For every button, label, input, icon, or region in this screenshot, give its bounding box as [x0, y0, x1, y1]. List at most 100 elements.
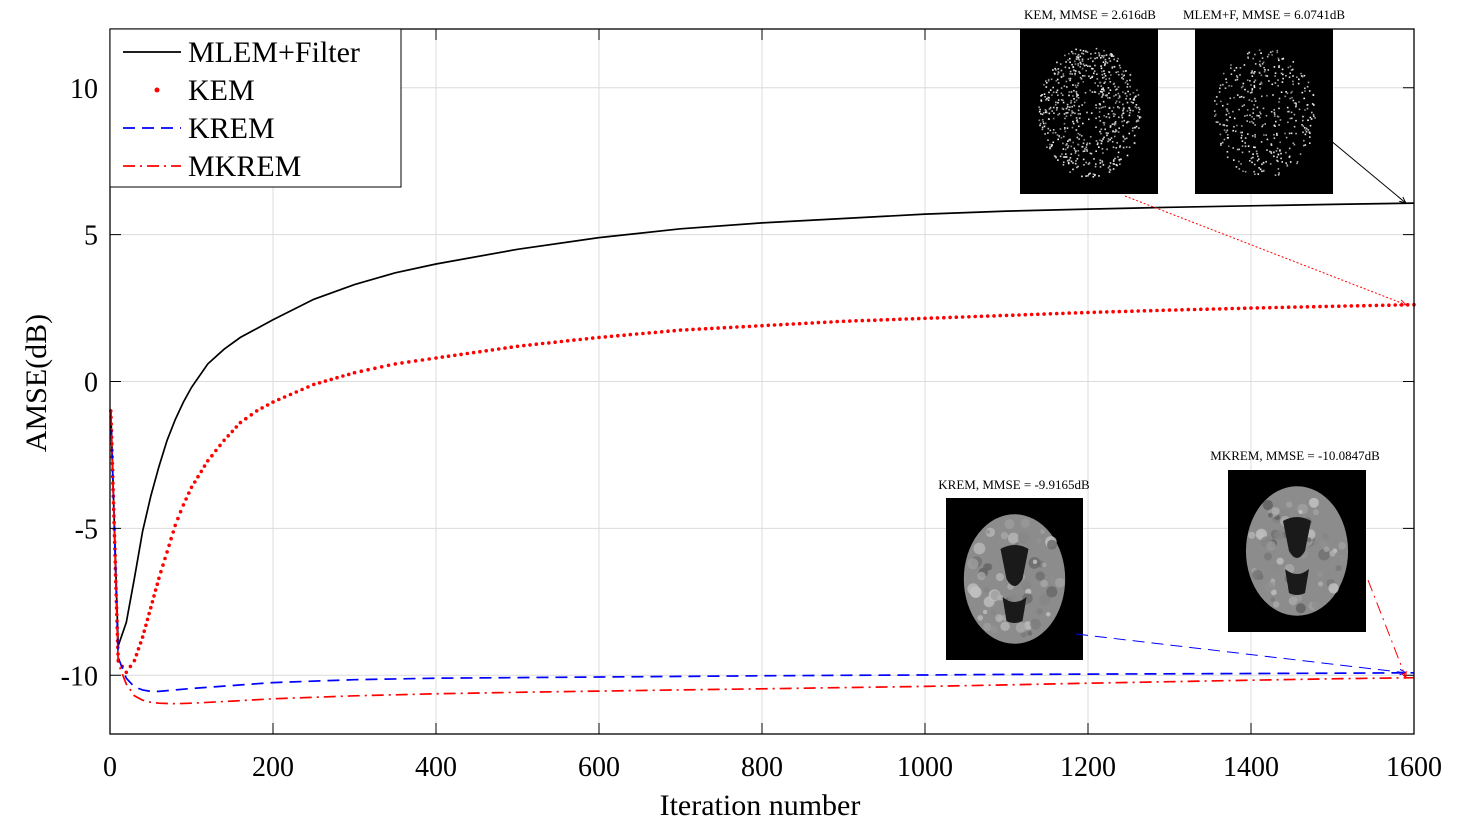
noise-speck: [1215, 96, 1218, 98]
kem-point: [196, 474, 200, 479]
noise-speck: [1100, 132, 1102, 135]
noise-speck: [1280, 72, 1283, 75]
noise-speck: [1282, 73, 1284, 76]
noise-speck: [1114, 85, 1116, 88]
noise-speck: [1277, 57, 1280, 60]
noise-speck: [1052, 69, 1054, 71]
noise-speck: [1109, 60, 1112, 62]
kem-point: [453, 353, 457, 358]
noise-speck: [1099, 166, 1102, 168]
noise-speck: [1092, 60, 1094, 63]
noise-speck: [1055, 156, 1057, 159]
noise-speck: [1113, 115, 1115, 118]
tissue-texture: [1317, 571, 1323, 577]
noise-speck: [1273, 155, 1275, 158]
kem-point: [1286, 305, 1291, 310]
noise-speck: [1262, 161, 1265, 164]
noise-speck: [1122, 146, 1125, 149]
noise-speck: [1082, 63, 1085, 65]
noise-speck: [1267, 69, 1270, 71]
noise-speck: [1225, 113, 1228, 116]
noise-speck: [1075, 160, 1077, 162]
noise-speck: [1115, 100, 1118, 102]
noise-speck: [1217, 121, 1219, 123]
noise-speck: [1271, 50, 1274, 53]
noise-speck: [1306, 104, 1309, 106]
noise-speck: [1113, 58, 1115, 61]
kem-point: [948, 315, 952, 320]
kem-point: [1224, 306, 1228, 311]
kem-point: [496, 347, 501, 351]
noise-speck: [1071, 73, 1073, 75]
noise-speck: [1262, 61, 1265, 64]
noise-speck: [1221, 141, 1224, 144]
noise-speck: [1054, 131, 1057, 134]
noise-speck: [1085, 161, 1087, 164]
noise-speck: [1300, 72, 1302, 75]
noise-speck: [1302, 125, 1305, 127]
kem-point: [797, 321, 802, 326]
kem-point: [393, 362, 398, 366]
noise-speck: [1099, 81, 1102, 84]
tissue-texture: [977, 571, 986, 581]
kem-point: [910, 317, 915, 321]
kem-point: [1029, 312, 1034, 317]
noise-speck: [1039, 108, 1041, 111]
noise-speck: [1084, 92, 1087, 94]
kem-point: [578, 337, 582, 342]
noise-speck: [1137, 94, 1140, 96]
noise-speck: [1063, 113, 1066, 115]
noise-speck: [1298, 78, 1300, 81]
kem-point: [1117, 309, 1122, 314]
kem-point: [249, 413, 254, 417]
noise-speck: [1074, 112, 1076, 115]
noise-speck: [1226, 137, 1229, 139]
noise-speck: [1044, 109, 1047, 111]
noise-speck: [1122, 135, 1125, 138]
noise-speck: [1094, 91, 1097, 93]
noise-speck: [1307, 129, 1309, 131]
noise-speck: [1053, 112, 1055, 114]
noise-speck: [1256, 152, 1258, 155]
ventricle: [1285, 569, 1309, 595]
noise-speck: [1055, 69, 1057, 71]
noise-speck: [1108, 92, 1110, 94]
noise-speck: [1278, 59, 1280, 62]
noise-speck: [1079, 66, 1081, 68]
noise-speck: [1309, 136, 1311, 138]
kem-point: [124, 670, 129, 675]
noise-speck: [1103, 90, 1105, 92]
noise-speck: [1129, 112, 1131, 114]
kem-point: [1155, 308, 1159, 313]
noise-speck: [1101, 140, 1103, 142]
noise-speck: [1047, 78, 1050, 81]
noise-speck: [1304, 144, 1307, 146]
noise-speck: [1116, 60, 1119, 62]
noise-speck: [1095, 163, 1097, 165]
noise-speck: [1079, 55, 1082, 58]
noise-speck: [1103, 54, 1106, 57]
noise-speck: [1282, 77, 1284, 80]
noise-speck: [1106, 62, 1109, 64]
noise-speck: [1235, 67, 1238, 69]
kem-point: [294, 390, 299, 394]
noise-speck: [1139, 116, 1142, 118]
noise-speck: [1104, 81, 1106, 83]
noise-speck: [1285, 162, 1287, 164]
tissue-texture: [1264, 582, 1274, 593]
noise-speck: [1100, 96, 1103, 98]
kem-point: [434, 356, 438, 360]
noise-speck: [1251, 89, 1253, 92]
kem-point: [150, 600, 155, 604]
kem-point: [214, 448, 218, 453]
noise-speck: [1057, 99, 1060, 101]
kem-point: [992, 314, 996, 318]
noise-speck: [1070, 100, 1073, 102]
noise-speck: [1259, 168, 1262, 171]
kem-point: [341, 374, 345, 378]
noise-speck: [1068, 159, 1071, 161]
noise-speck: [1082, 81, 1085, 83]
inset-title: MKREM, MMSE = -10.0847dB: [1210, 448, 1380, 463]
noise-speck: [1241, 145, 1244, 147]
noise-speck: [1076, 166, 1078, 169]
